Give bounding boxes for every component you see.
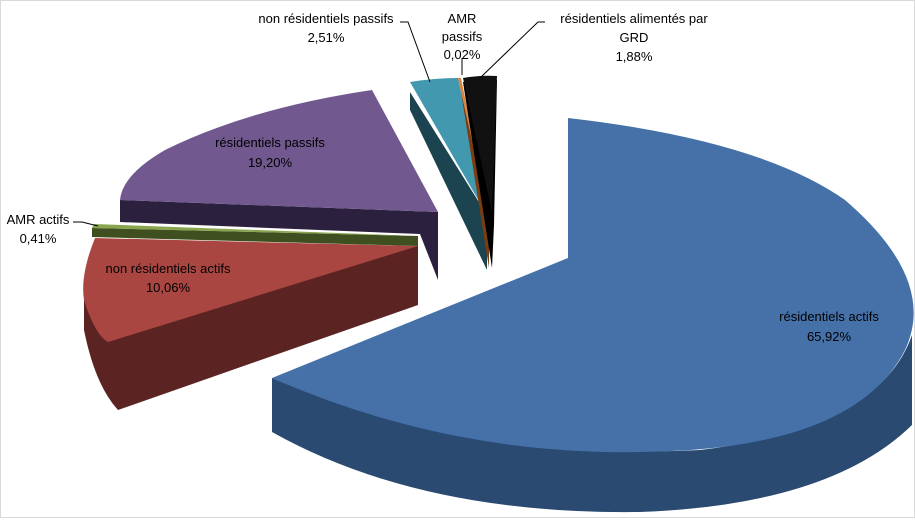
label-amr-passifs-line2: passifs [442,29,483,44]
label-amr-actifs-name: AMR actifs [7,212,70,227]
leader-lines [73,21,545,227]
slice-non-residentiels-actifs-top [83,238,418,342]
label-grd-line2: GRD [620,30,649,45]
slice-non-residentiels-actifs [83,238,418,410]
label-non-residentiels-passifs-value: 2,51% [308,30,345,45]
slice-residentiels-actifs-side [272,335,912,513]
label-non-residentiels-actifs-name: non résidentiels actifs [105,261,231,276]
label-amr-passifs-line1: AMR [448,11,477,26]
slice-amr-actifs-side [92,228,418,246]
label-amr-passifs-value: 0,02% [444,47,481,62]
slice-residentiels-actifs-top [272,118,914,453]
data-labels: résidentiels actifs 65,92% non résidenti… [7,11,880,344]
slice-non-residentiels-passifs-side [410,92,487,270]
slice-residentiels-alimentes-grd [463,75,497,268]
slice-amr-actifs [92,224,418,246]
leader-line-grd [479,21,545,79]
label-grd-line1: résidentiels alimentés par [560,11,708,26]
slice-residentiels-actifs [272,118,914,513]
label-non-residentiels-actifs-value: 10,06% [146,280,191,295]
slice-amr-actifs-top [92,224,418,236]
label-residentiels-passifs-name: résidentiels passifs [215,135,325,150]
leader-line-non-residentiels-passifs [400,21,431,83]
leader-line-amr-actifs [73,221,99,227]
label-residentiels-passifs-value: 19,20% [248,155,293,170]
slice-residentiels-passifs-top [120,90,438,212]
slice-non-residentiels-passifs [410,78,487,270]
label-grd-value: 1,88% [616,49,653,64]
slice-residentiels-alimentes-grd-top [463,75,497,212]
slice-residentiels-passifs [120,90,438,280]
slice-residentiels-passifs-side [120,200,438,280]
label-non-residentiels-passifs-name: non résidentiels passifs [258,11,394,26]
label-amr-actifs-value: 0,41% [20,231,57,246]
label-residentiels-actifs-value: 65,92% [807,329,852,344]
label-residentiels-actifs-name: résidentiels actifs [779,309,879,324]
slice-non-residentiels-passifs-top [410,78,487,215]
